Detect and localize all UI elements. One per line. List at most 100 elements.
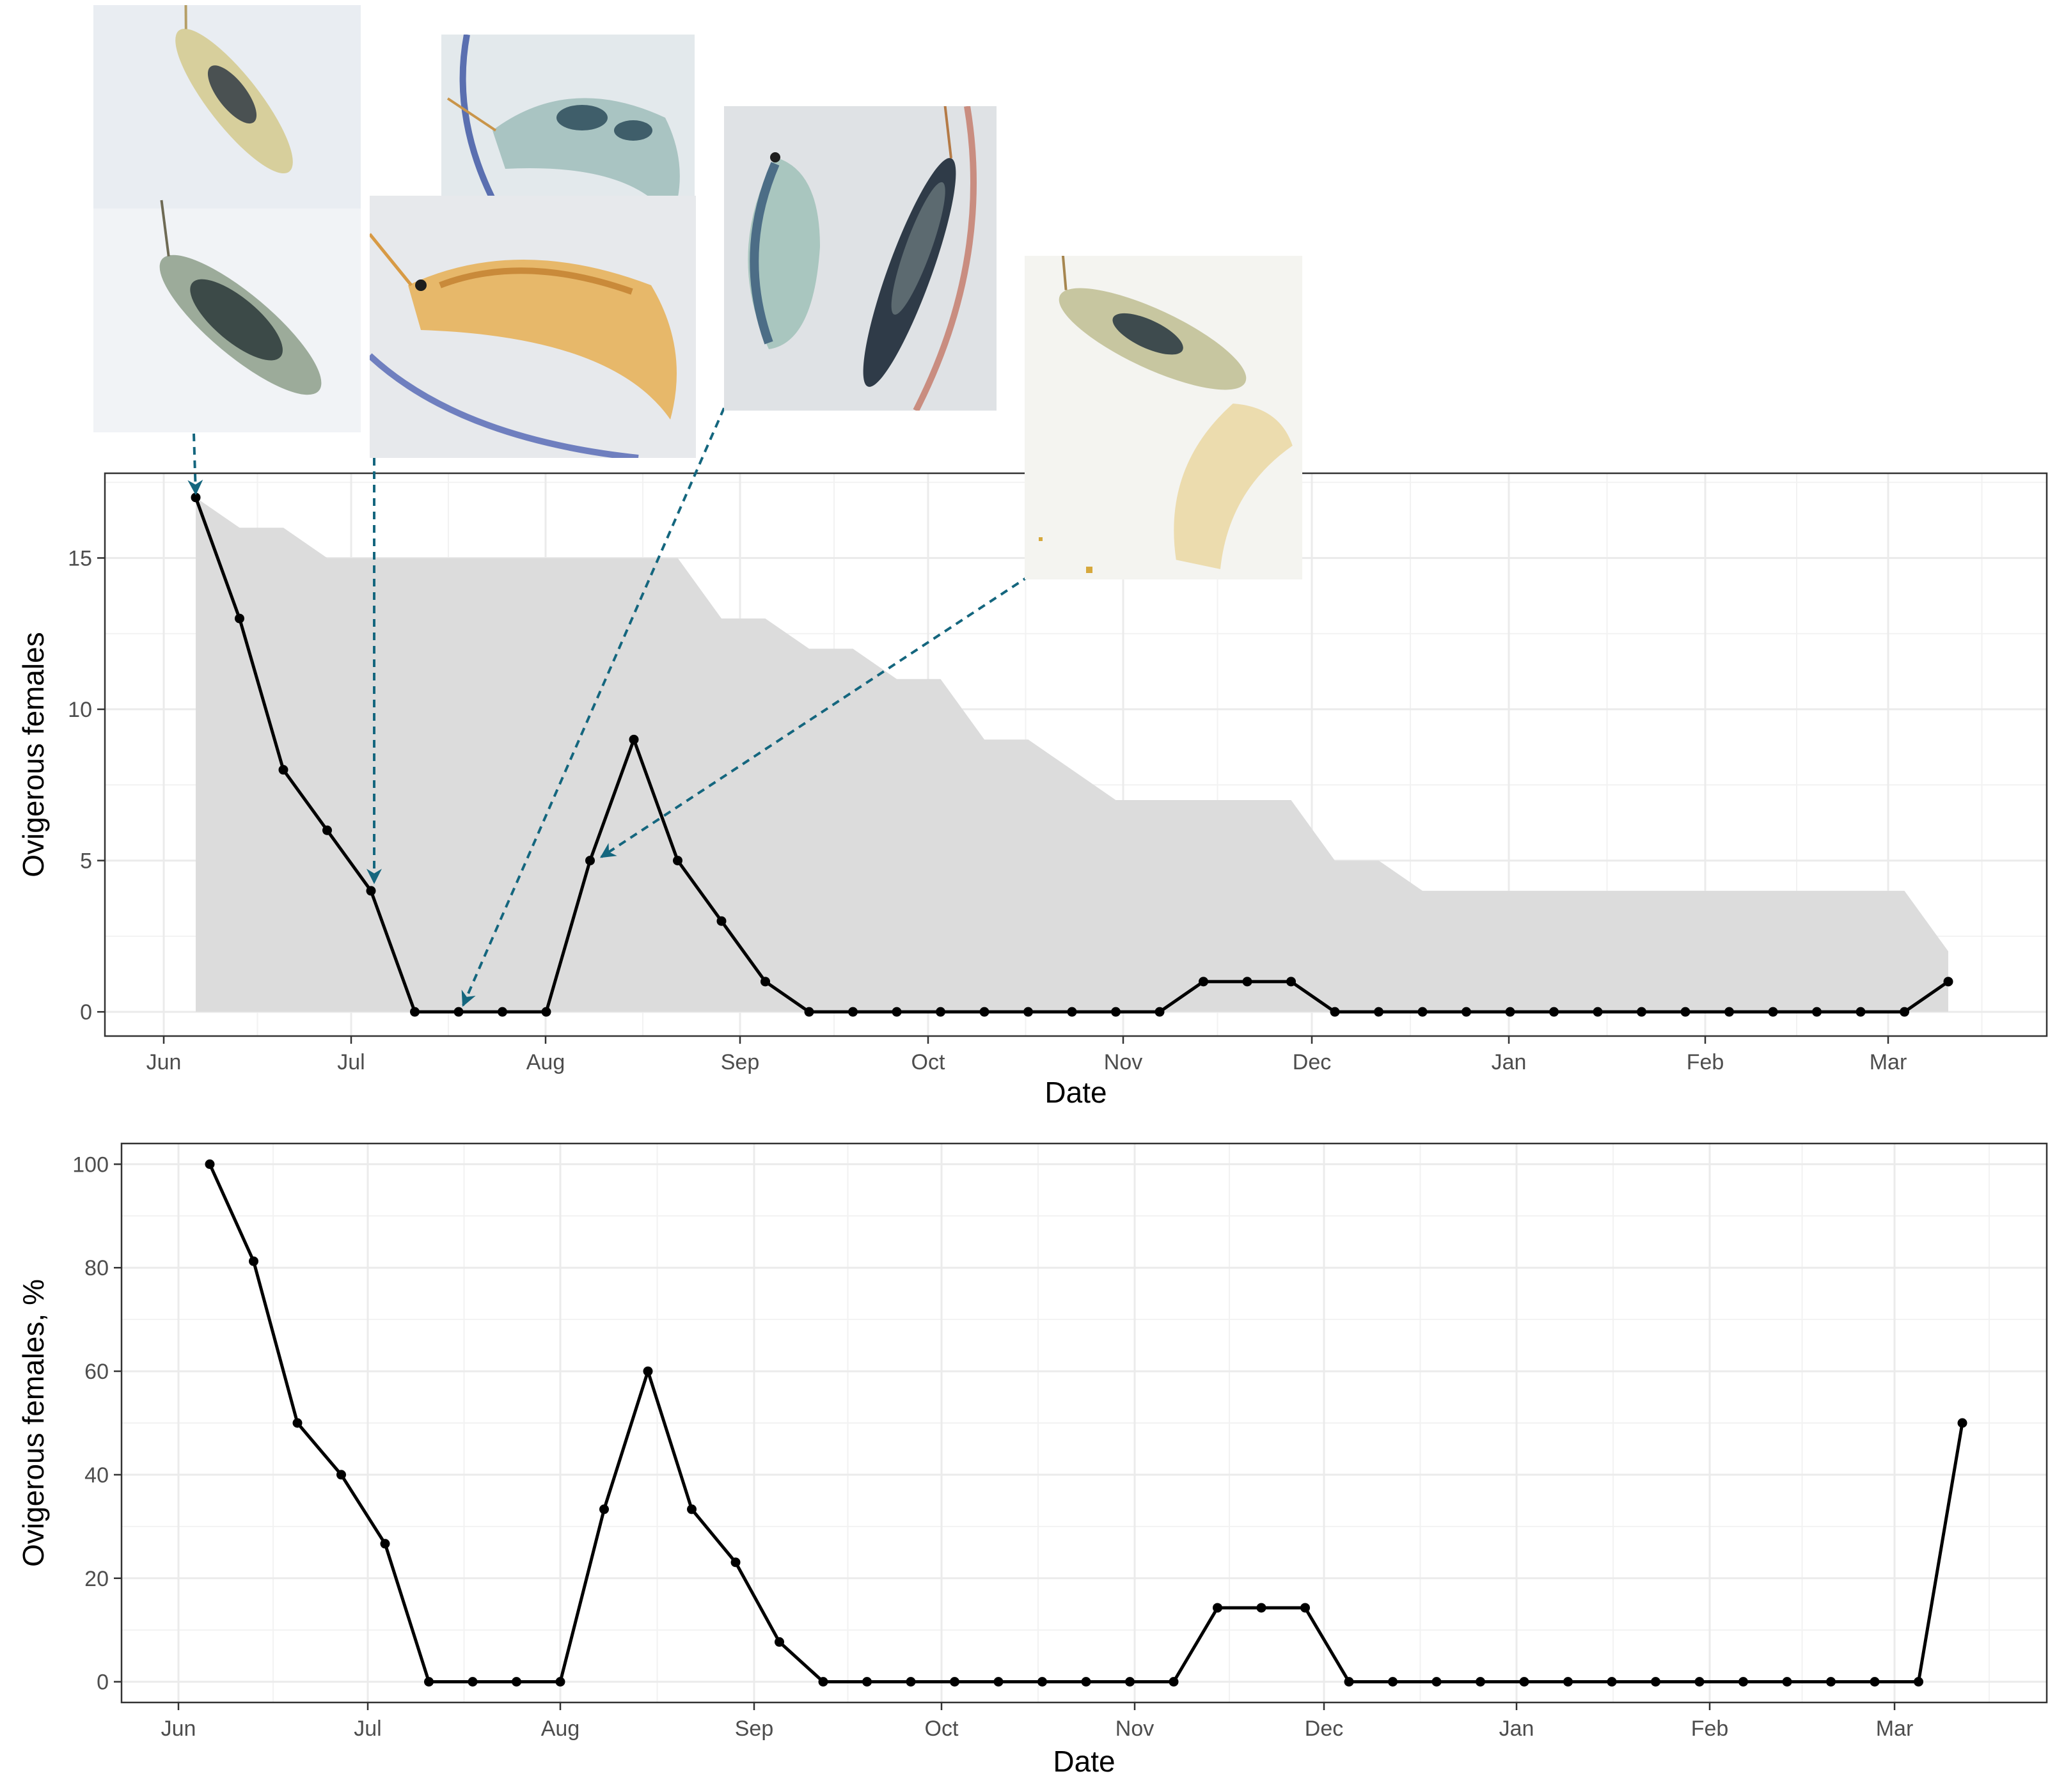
x-tick-label: Jun — [146, 1050, 182, 1074]
data-point — [541, 1007, 551, 1017]
x-tick-label: Sep — [721, 1050, 760, 1074]
y-tick-label: 60 — [84, 1360, 109, 1384]
data-point — [1563, 1677, 1573, 1687]
data-point — [498, 1007, 507, 1017]
amphipod-icon — [175, 5, 293, 174]
x-tick-label: Jun — [161, 1717, 196, 1741]
x-tick-label: Oct — [925, 1717, 959, 1741]
arrow-august — [599, 574, 1031, 858]
data-point — [1388, 1677, 1398, 1687]
x-axis-title: Date — [1053, 1745, 1115, 1778]
x-tick-label: Jan — [1499, 1717, 1534, 1741]
data-point — [730, 1557, 741, 1568]
data-point — [950, 1677, 959, 1687]
ovigerous-percent-points — [205, 1159, 1967, 1687]
data-point — [1023, 1007, 1033, 1017]
data-point — [716, 916, 727, 926]
data-point — [1607, 1677, 1617, 1687]
amphipod-icon — [1059, 256, 1247, 390]
y-tick-label: 0 — [80, 1000, 92, 1025]
y-axis-title: Ovigerous females, % — [17, 1279, 50, 1567]
data-point — [1782, 1677, 1792, 1687]
photo-amphipod-pair-june — [93, 5, 361, 432]
y-tick-label: 10 — [68, 698, 92, 722]
photo-amphipod-pair-august-2 — [1025, 256, 1302, 579]
data-point — [761, 977, 770, 987]
data-point — [1870, 1677, 1880, 1687]
data-point — [1155, 1007, 1165, 1017]
y-axis: 0 20 40 60 80 100 — [72, 1152, 122, 1695]
data-point — [599, 1504, 609, 1514]
chart-ovigerous-percent: 0 20 40 60 80 100 Jun Jul Aug Sep Oct Nov Dec Jan Feb… — [17, 1142, 2048, 1778]
amphipod-icon — [159, 200, 322, 395]
data-point — [1199, 977, 1208, 987]
x-tick-label: Aug — [541, 1717, 580, 1741]
x-axis: Jun Jul Aug Sep Oct Nov Dec Jan Feb Mar — [146, 1036, 1907, 1074]
data-point — [1826, 1677, 1836, 1687]
data-point — [555, 1677, 565, 1687]
data-point — [993, 1677, 1004, 1687]
data-point — [892, 1007, 902, 1017]
data-point — [468, 1677, 478, 1687]
data-point — [1067, 1007, 1077, 1017]
data-point — [235, 613, 244, 624]
data-point — [191, 492, 201, 503]
data-point — [1549, 1007, 1559, 1017]
y-axis-title: Ovigerous females — [17, 632, 50, 877]
data-point — [336, 1470, 346, 1480]
ovigerous-points — [191, 492, 1953, 1017]
y-tick-label: 15 — [68, 546, 92, 570]
data-point — [906, 1677, 916, 1687]
data-point — [1213, 1603, 1222, 1613]
y-tick-label: 0 — [97, 1670, 109, 1695]
data-point — [1111, 1007, 1121, 1017]
data-point — [1431, 1677, 1442, 1687]
data-point — [322, 825, 332, 835]
data-point — [1637, 1007, 1646, 1017]
data-point — [1651, 1677, 1660, 1687]
data-point — [936, 1007, 945, 1017]
panel-border — [120, 1142, 2048, 1704]
data-point — [249, 1256, 258, 1266]
data-point — [380, 1539, 390, 1549]
data-point — [292, 1418, 303, 1428]
x-tick-label: Aug — [526, 1050, 565, 1074]
data-point — [1256, 1603, 1266, 1613]
y-tick-label: 100 — [72, 1152, 109, 1177]
data-point — [1374, 1007, 1383, 1017]
data-point — [1738, 1677, 1748, 1687]
data-point — [1081, 1677, 1091, 1687]
data-point — [673, 856, 682, 866]
data-point — [1943, 977, 1953, 987]
data-point — [1680, 1007, 1691, 1017]
data-point — [585, 856, 595, 866]
data-point — [1330, 1007, 1340, 1017]
x-tick-label: Sep — [735, 1717, 774, 1741]
arrow-june — [187, 433, 203, 496]
y-axis: 0 5 10 15 — [68, 546, 105, 1025]
x-tick-label: Jan — [1492, 1050, 1527, 1074]
x-tick-label: Nov — [1115, 1717, 1154, 1741]
x-axis: Jun Jul Aug Sep Oct Nov Dec Jan Feb Mar — [161, 1702, 1913, 1741]
data-point — [818, 1677, 828, 1687]
data-point — [1300, 1603, 1310, 1613]
photo-amphipod-pair-july-late — [370, 196, 696, 458]
data-point — [1856, 1007, 1866, 1017]
x-tick-label: Feb — [1687, 1050, 1724, 1074]
data-point — [1125, 1677, 1135, 1687]
data-point — [278, 765, 288, 775]
y-tick-label: 5 — [80, 849, 92, 874]
x-tick-label: Feb — [1691, 1717, 1729, 1741]
arrow-late-july — [461, 407, 725, 1007]
data-point — [1242, 977, 1252, 987]
data-point — [1812, 1007, 1822, 1017]
data-point — [804, 1007, 814, 1017]
x-tick-label: Jul — [354, 1717, 381, 1741]
area-series-total — [196, 497, 1948, 1012]
data-point — [1900, 1007, 1909, 1017]
y-tick-label: 20 — [84, 1567, 109, 1591]
x-tick-label: Mar — [1870, 1050, 1907, 1074]
photo-amphipod-pair-august-1 — [724, 106, 997, 411]
data-point — [1417, 1007, 1428, 1017]
data-point — [1724, 1007, 1734, 1017]
